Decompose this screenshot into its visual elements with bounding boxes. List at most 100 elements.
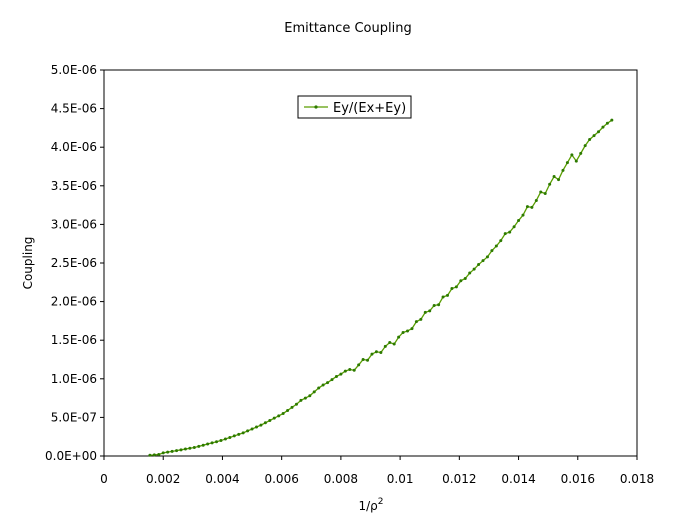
y-tick-label: 4.0E-06	[51, 140, 97, 154]
data-point	[503, 232, 507, 236]
data-point	[517, 219, 521, 223]
legend-box	[297, 95, 412, 119]
data-point	[508, 230, 512, 234]
data-point	[468, 271, 472, 275]
data-point	[281, 412, 285, 416]
data-point	[490, 249, 494, 253]
data-point	[348, 368, 352, 372]
data-point	[552, 175, 556, 179]
data-point	[512, 225, 516, 229]
data-point	[379, 351, 383, 355]
x-tick-label: 0.016	[561, 472, 595, 486]
plot-area	[103, 69, 638, 457]
data-point	[312, 390, 316, 394]
data-point	[277, 414, 281, 418]
data-point	[317, 386, 321, 390]
data-point	[250, 427, 254, 431]
data-point	[192, 446, 196, 450]
data-point	[401, 330, 405, 334]
data-point	[188, 446, 192, 450]
data-point	[334, 374, 338, 378]
data-point	[388, 341, 392, 345]
data-point	[272, 416, 276, 420]
x-tick-label: 0.008	[324, 472, 358, 486]
data-point	[183, 447, 187, 451]
data-point	[605, 121, 609, 125]
data-point	[290, 405, 294, 409]
y-tick-label: 3.5E-06	[51, 179, 97, 193]
data-point	[472, 267, 476, 271]
data-point	[521, 213, 525, 217]
data-point	[299, 398, 303, 402]
y-tick-label: 1.0E-06	[51, 372, 97, 386]
data-point	[610, 118, 614, 122]
data-point	[259, 423, 263, 427]
data-point	[414, 320, 418, 324]
x-tick-label: 0.002	[146, 472, 180, 486]
data-point	[374, 350, 378, 354]
data-point	[308, 394, 312, 398]
data-point	[179, 448, 183, 452]
data-point	[286, 408, 290, 412]
data-point	[565, 161, 569, 165]
data-point	[583, 144, 587, 148]
data-point	[579, 151, 583, 155]
data-point	[228, 435, 232, 439]
data-point	[339, 372, 343, 376]
data-point	[423, 310, 427, 314]
data-point	[152, 453, 156, 457]
data-point	[406, 329, 410, 333]
data-point	[210, 441, 214, 445]
y-tick-label: 2.0E-06	[51, 295, 97, 309]
data-point	[499, 239, 503, 243]
y-axis-ticks: 0.0E+00 5.0E-07 1.0E-06 1.5E-06 2.0E-06 2.5E-…	[45, 63, 104, 463]
series-layer	[148, 118, 614, 457]
data-point	[215, 440, 219, 444]
data-point	[161, 451, 165, 455]
data-point	[561, 168, 565, 172]
x-axis-label-base: 1/ρ	[358, 499, 377, 513]
data-point	[237, 432, 241, 436]
data-point	[219, 439, 223, 443]
data-point	[241, 431, 245, 435]
data-point	[494, 244, 498, 248]
x-tick-label: 0	[100, 472, 108, 486]
y-tick-label: 4.5E-06	[51, 102, 97, 116]
data-point	[592, 134, 596, 138]
data-point	[170, 449, 174, 453]
data-point	[361, 358, 365, 361]
y-tick-label: 1.5E-06	[51, 333, 97, 347]
x-tick-label: 0.006	[264, 472, 298, 486]
data-point	[397, 335, 401, 339]
data-point	[321, 383, 325, 387]
data-point	[410, 327, 414, 331]
data-point	[548, 182, 552, 186]
y-axis-label: Coupling	[21, 237, 35, 290]
data-point	[441, 295, 445, 299]
data-point	[392, 342, 396, 346]
data-point	[574, 159, 578, 163]
data-point	[428, 309, 432, 313]
data-point	[432, 303, 436, 307]
data-point	[530, 205, 534, 209]
legend-marker-swatch	[314, 105, 318, 109]
legend: Ey/(Ex+Ey)	[297, 95, 412, 119]
y-tick-label: 5.0E-06	[51, 63, 97, 77]
data-point	[463, 276, 467, 280]
data-point	[232, 434, 236, 438]
data-point	[557, 178, 561, 182]
data-point	[445, 293, 449, 297]
y-tick-label: 2.5E-06	[51, 256, 97, 270]
data-point	[370, 352, 374, 356]
data-point	[485, 255, 489, 259]
x-tick-label: 0.014	[501, 472, 535, 486]
data-point	[268, 418, 272, 422]
data-point	[570, 153, 574, 157]
legend-label: Ey/(Ex+Ey)	[333, 101, 406, 116]
x-tick-label: 0.018	[620, 472, 654, 486]
x-tick-label: 0.01	[387, 472, 414, 486]
y-tick-label: 3.0E-06	[51, 217, 97, 231]
data-point	[597, 130, 601, 134]
data-point	[419, 317, 423, 321]
